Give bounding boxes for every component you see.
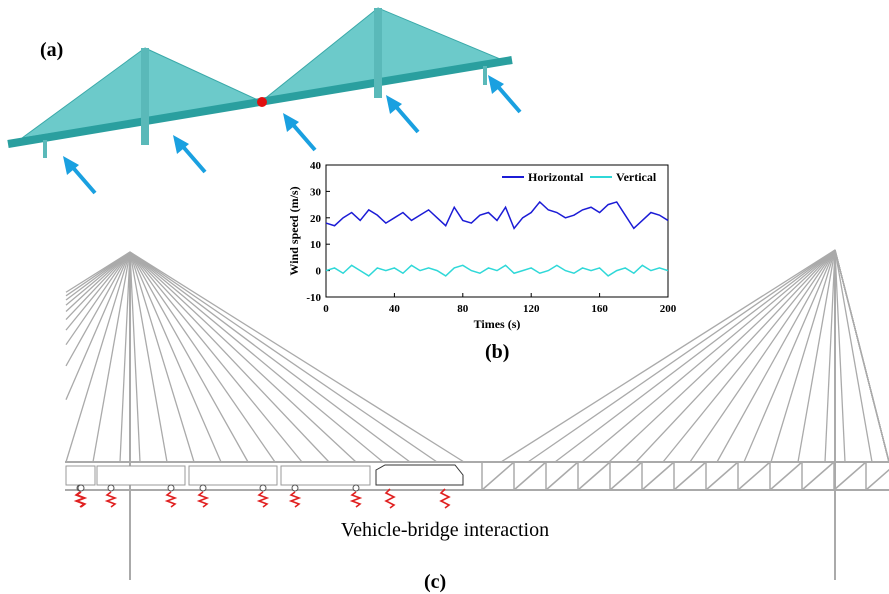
truss (802, 462, 834, 490)
cable (690, 250, 835, 462)
spring (107, 492, 115, 507)
cable (66, 252, 130, 345)
cable (130, 252, 275, 462)
y-tick-label: 0 (316, 266, 322, 278)
cable-fan (262, 8, 505, 101)
legend-label: Horizontal (528, 170, 584, 184)
wheel (168, 485, 174, 491)
wheel (260, 485, 266, 491)
panel-label: (c) (424, 571, 446, 593)
measure-point (257, 97, 267, 107)
x-axis-label: Times (s) (474, 317, 521, 331)
x-tick-label: 200 (660, 303, 677, 315)
spring (352, 492, 360, 507)
truss (834, 462, 866, 490)
x-tick-label: 160 (591, 303, 608, 315)
wheel (353, 485, 359, 491)
car (66, 466, 95, 485)
wheel (78, 485, 84, 491)
x-tick-label: 120 (523, 303, 540, 315)
y-tick-label: 20 (310, 213, 322, 225)
truss (866, 462, 889, 490)
y-tick-label: 10 (310, 239, 322, 251)
cable (130, 252, 302, 462)
truss (674, 462, 706, 490)
spring (167, 492, 175, 507)
car (189, 466, 277, 485)
x-tick-label: 80 (457, 303, 469, 315)
cable (663, 250, 835, 462)
caption: Vehicle-bridge interaction (341, 519, 549, 541)
y-tick-label: -10 (306, 292, 321, 304)
spring (386, 489, 394, 508)
y-tick-label: 40 (310, 160, 322, 172)
car (281, 466, 370, 485)
spring (199, 492, 207, 507)
truss (706, 462, 738, 490)
y-axis-label: Wind speed (m/s) (287, 186, 301, 275)
spring (291, 492, 299, 507)
locomotive (376, 465, 463, 485)
figure: (a) (b) (c) Vehicle-bridge interaction -… (0, 0, 889, 594)
truss (482, 462, 514, 490)
x-tick-label: 0 (323, 303, 329, 315)
truss (514, 462, 546, 490)
cable (66, 252, 130, 330)
truss (770, 462, 802, 490)
panel-label: (a) (40, 39, 63, 61)
legend-label: Vertical (616, 170, 657, 184)
spring (259, 492, 267, 507)
panel-label: (b) (485, 341, 509, 363)
truss (610, 462, 642, 490)
wheel (292, 485, 298, 491)
truss (642, 462, 674, 490)
wheel (200, 485, 206, 491)
truss (738, 462, 770, 490)
truss (546, 462, 578, 490)
y-tick-label: 30 (310, 186, 322, 198)
car (97, 466, 185, 485)
x-tick-label: 40 (389, 303, 401, 315)
truss (578, 462, 610, 490)
spring (441, 489, 449, 508)
wheel (108, 485, 114, 491)
